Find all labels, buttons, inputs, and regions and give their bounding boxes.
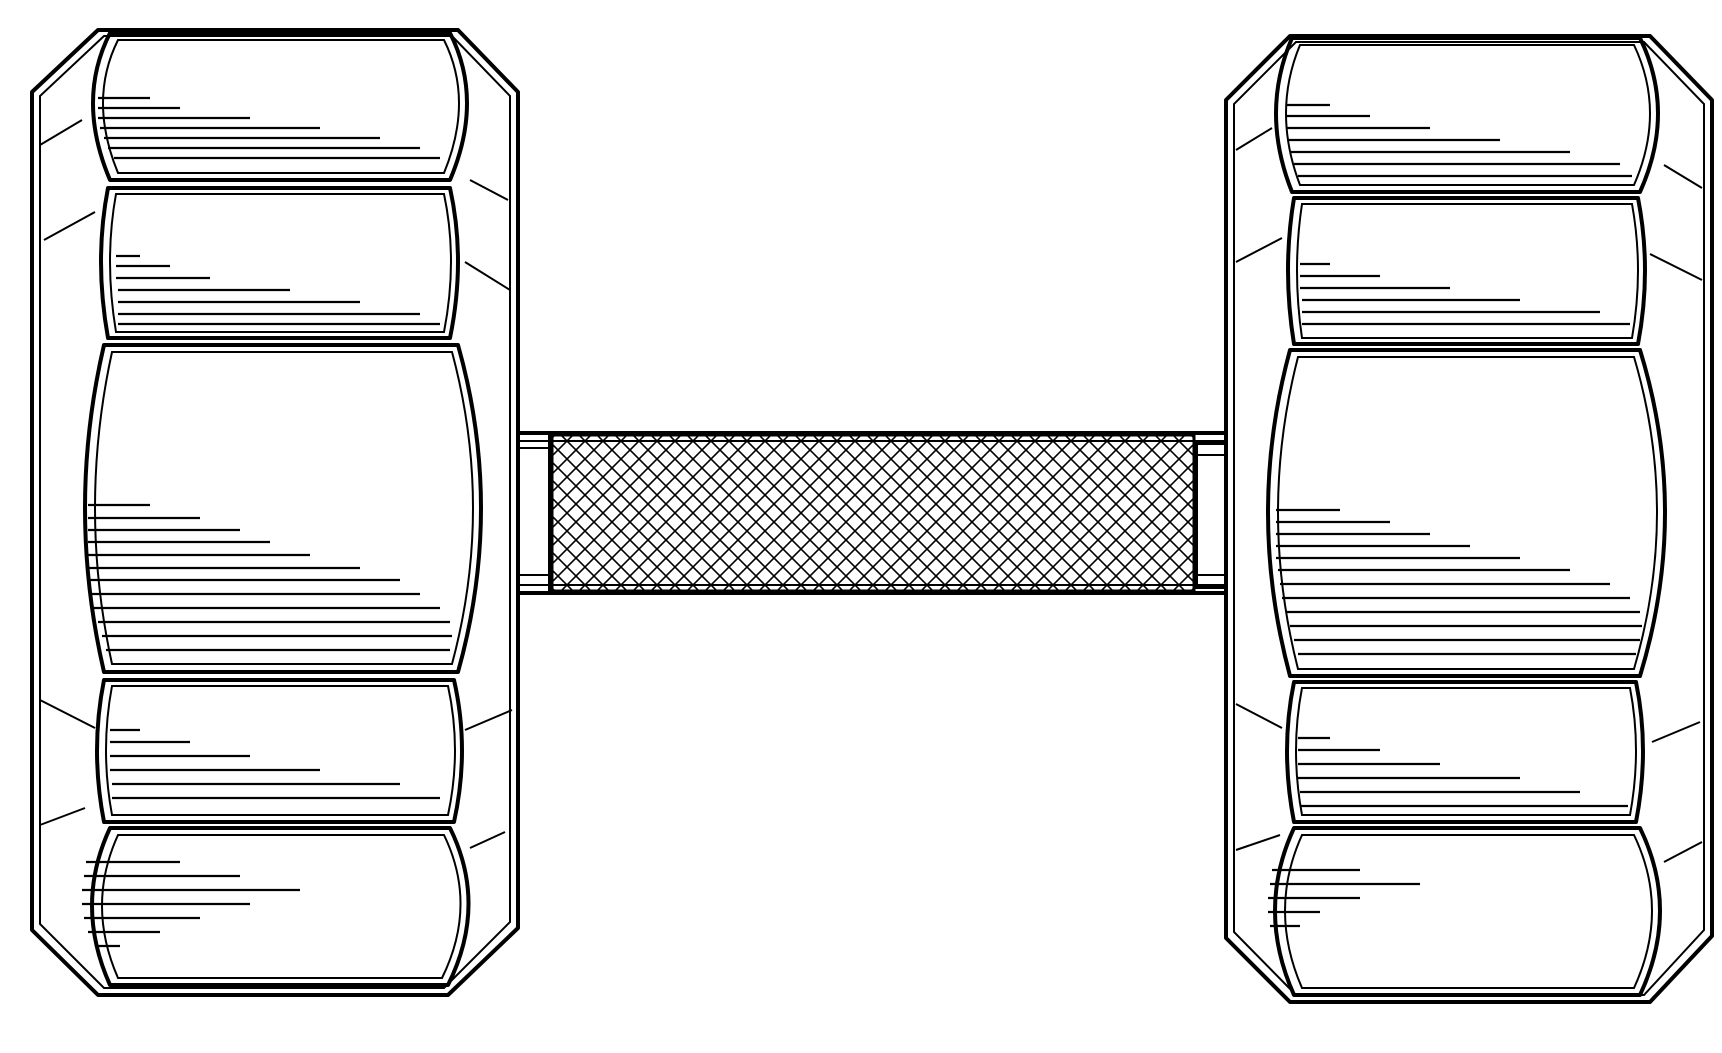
right-head-shading	[1268, 105, 1642, 926]
handle-collar-left	[518, 433, 550, 593]
right-band-5	[1275, 828, 1660, 995]
right-band-4	[1287, 682, 1643, 822]
left-head-outline	[32, 30, 518, 995]
left-head-shading	[82, 98, 452, 946]
left-band-4	[97, 680, 462, 822]
right-band-2	[1288, 198, 1645, 344]
left-weight-head	[32, 30, 518, 995]
handle	[518, 433, 1226, 593]
left-band-2	[101, 188, 458, 338]
handle-collar-right	[1196, 443, 1226, 587]
right-weight-head	[1226, 36, 1712, 1002]
left-band-5	[92, 828, 469, 985]
knurled-grip	[552, 435, 1194, 591]
